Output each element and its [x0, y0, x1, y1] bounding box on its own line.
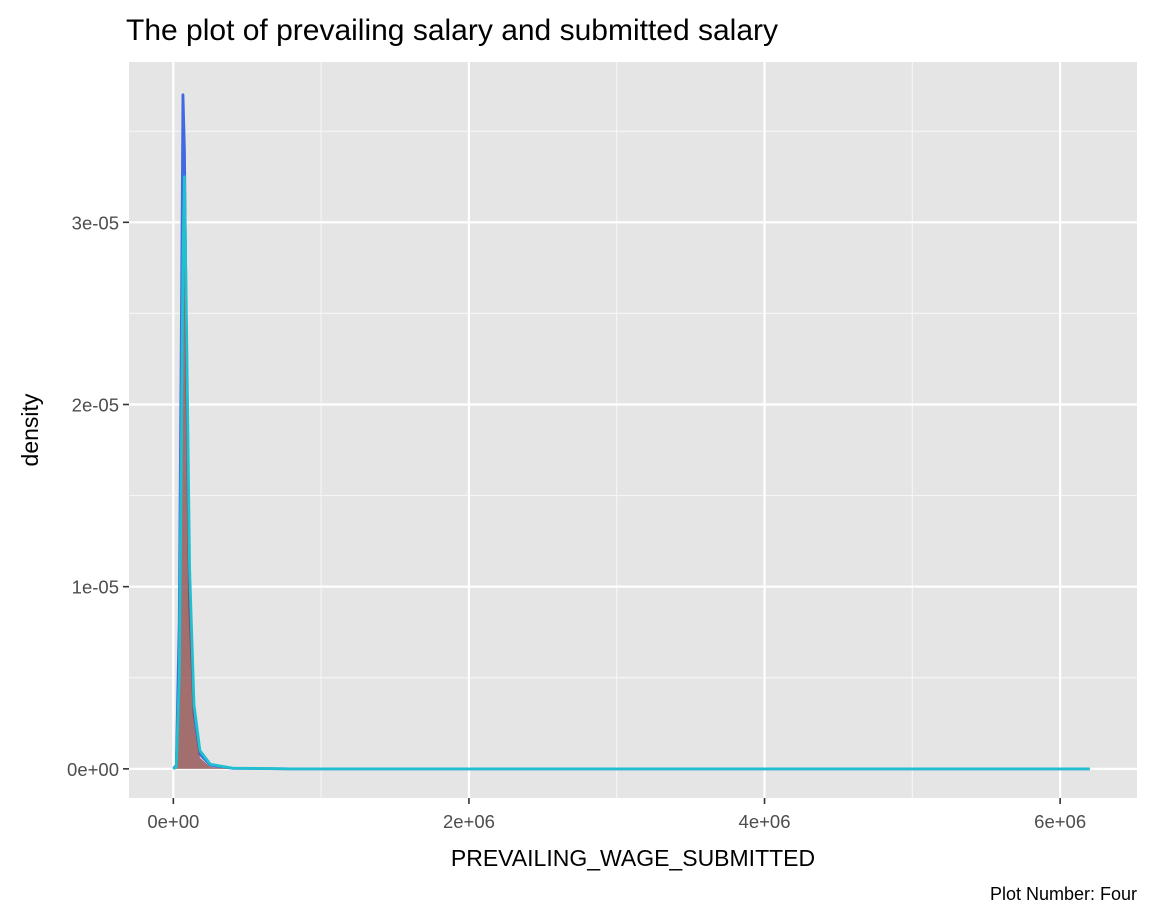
x-tick-label: 0e+00	[147, 811, 199, 832]
y-tick-label: 0e+00	[67, 759, 119, 780]
minor-gridlines	[129, 62, 1137, 798]
y-axis-label: density	[17, 393, 43, 466]
x-tick-label: 4e+06	[739, 811, 791, 832]
density-line-2	[172, 175, 1090, 771]
density-curves	[172, 93, 1090, 771]
chart-title: The plot of prevailing salary and submit…	[126, 14, 778, 47]
plot-panel	[129, 62, 1137, 798]
plot-caption: Plot Number: Four	[990, 884, 1137, 904]
x-tick-label: 6e+06	[1034, 811, 1086, 832]
y-axis: 0e+00 1e-05 2e-05 3e-05	[67, 212, 129, 780]
x-axis: 0e+00 2e+06 4e+06 6e+06	[147, 798, 1086, 832]
x-tick-label: 2e+06	[443, 811, 495, 832]
y-tick-label: 2e-05	[72, 394, 119, 415]
density-area-1	[173, 204, 233, 769]
x-axis-label: PREVAILING_WAGE_SUBMITTED	[451, 845, 815, 871]
y-tick-label: 3e-05	[72, 212, 119, 233]
y-tick-label: 1e-05	[72, 577, 119, 598]
